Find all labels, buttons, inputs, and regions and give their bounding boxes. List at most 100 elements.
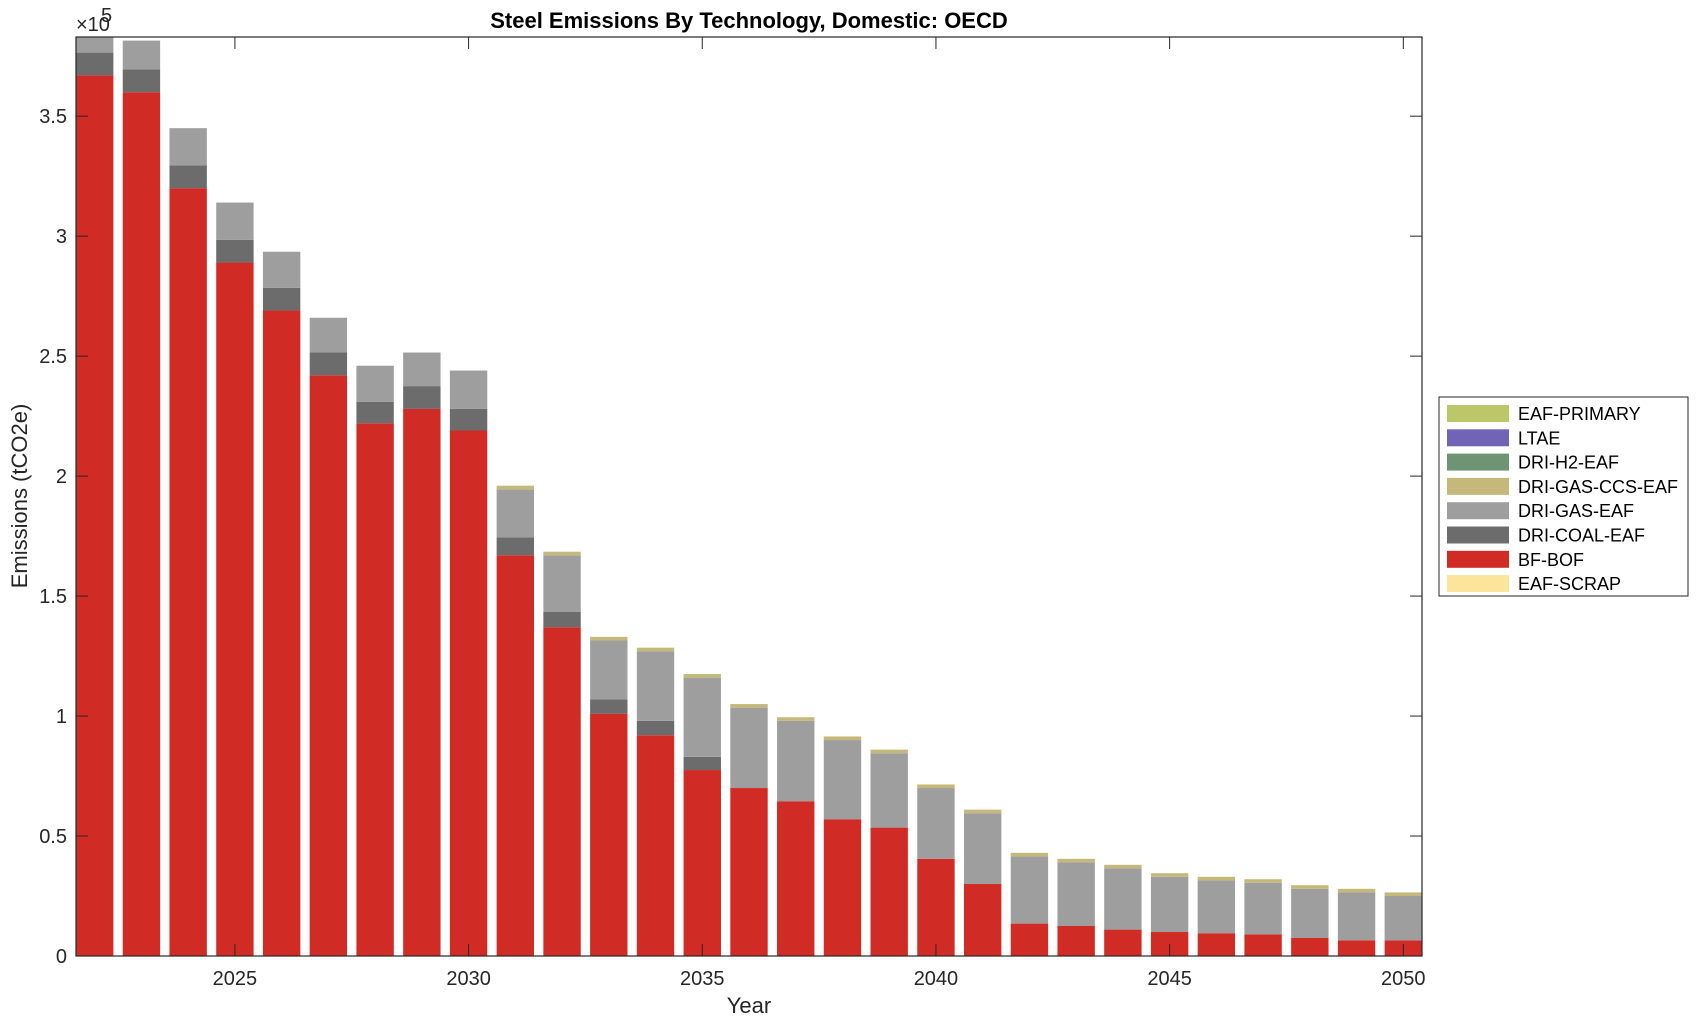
legend-label: BF-BOF: [1518, 550, 1584, 570]
plot-area: [75, 36, 1423, 957]
bar-segment-dri-gas-eaf-2032: [543, 555, 581, 612]
bar-segment-dri-gas-ccs-eaf-2048: [1291, 885, 1329, 889]
legend-item-ltae: LTAE: [1447, 428, 1560, 448]
bar-segment-dri-gas-ccs-eaf-2035: [683, 674, 721, 678]
bar-segment-bf-bof-2039: [870, 827, 908, 956]
bar-segment-dri-coal-eaf-2025: [216, 239, 254, 263]
bar-segment-dri-gas-eaf-2038: [823, 740, 862, 820]
bar-segment-bf-bof-2041: [963, 884, 1002, 956]
legend-swatch: [1447, 526, 1509, 544]
y-tick-label: 2.5: [39, 346, 67, 368]
bar-segment-bf-bof-2032: [543, 627, 581, 956]
bar-segment-dri-gas-ccs-eaf-2040: [917, 784, 955, 789]
x-tick-label: 2035: [680, 968, 725, 990]
bar-segment-dri-gas-eaf-2028: [356, 365, 394, 402]
legend-swatch: [1447, 502, 1509, 520]
bar-segment-dri-gas-eaf-2039: [870, 753, 908, 828]
bar-segment-bf-bof-2028: [356, 423, 394, 956]
y-exponent-power: 5: [101, 5, 112, 27]
bar-segment-dri-coal-eaf-2031: [496, 537, 535, 556]
bar-segment-dri-gas-eaf-2030: [449, 370, 488, 409]
legend-label: EAF-SCRAP: [1518, 574, 1621, 594]
bar-segment-bf-bof-2033: [590, 713, 628, 956]
x-tick-label: 2045: [1147, 968, 1192, 990]
bar-segment-dri-gas-ccs-eaf-2050: [1384, 892, 1422, 897]
bar-segment-dri-gas-ccs-eaf-2039: [870, 749, 908, 754]
bar-segment-dri-coal-eaf-2022: [76, 52, 114, 76]
legend-item-dri-coal-eaf: DRI-COAL-EAF: [1447, 526, 1645, 546]
x-axis-label: Year: [727, 993, 771, 1018]
legend-label: DRI-COAL-EAF: [1518, 526, 1645, 546]
bar-segment-dri-gas-eaf-2025: [216, 202, 254, 240]
y-tick-labels: 0 0.5 1 1.5 2 2.5 3 3.5: [39, 106, 67, 968]
bar-segment-dri-gas-ccs-eaf-2044: [1104, 864, 1142, 869]
bar-segment-dri-gas-eaf-2037: [777, 720, 815, 802]
bar-segment-dri-gas-ccs-eaf-2034: [636, 647, 675, 652]
bar-segment-dri-gas-ccs-eaf-2037: [777, 717, 815, 721]
legend-item-eaf-scrap: EAF-SCRAP: [1447, 574, 1621, 594]
bar-segment-bf-bof-2043: [1057, 926, 1095, 956]
bar-segment-dri-gas-eaf-2050: [1384, 896, 1422, 941]
bar-segment-dri-gas-eaf-2043: [1057, 862, 1095, 927]
bar-segment-bf-bof-2031: [496, 555, 535, 956]
bar-segment-bf-bof-2040: [917, 858, 955, 956]
bar-segment-dri-gas-eaf-2031: [496, 489, 535, 538]
bar-segment-dri-coal-eaf-2033: [590, 699, 628, 714]
bar-segment-bf-bof-2029: [403, 408, 441, 956]
legend-swatch: [1447, 575, 1509, 593]
bar-segment-dri-gas-ccs-eaf-2049: [1337, 888, 1376, 893]
legend-swatch: [1447, 477, 1509, 495]
bar-segment-dri-gas-eaf-2027: [309, 317, 348, 353]
bar-segment-dri-gas-ccs-eaf-2043: [1057, 858, 1095, 863]
legend-label: DRI-GAS-CCS-EAF: [1518, 477, 1678, 497]
y-tick-label: 1.5: [39, 586, 67, 608]
legend: EAF-PRIMARY LTAE DRI-H2-EAF DRI-GAS-CCS-EAF…: [1438, 396, 1689, 597]
bar-segment-dri-gas-eaf-2040: [917, 788, 955, 859]
legend-swatch: [1447, 550, 1509, 568]
legend-label: EAF-PRIMARY: [1518, 404, 1641, 424]
bar-segment-dri-gas-ccs-eaf-2047: [1244, 879, 1282, 883]
legend-swatch: [1447, 429, 1509, 447]
x-tick-label: 2050: [1381, 968, 1426, 990]
axis-ticks: [76, 37, 1422, 957]
bar-segment-dri-coal-eaf-2035: [683, 756, 721, 771]
bar-segment-dri-gas-eaf-2024: [169, 128, 207, 166]
bar-segment-dri-coal-eaf-2034: [636, 720, 675, 736]
bar-segment-bf-bof-2026: [262, 310, 301, 956]
bar-segment-dri-gas-eaf-2029: [403, 352, 441, 387]
bar-segment-dri-coal-eaf-2028: [356, 401, 394, 424]
bar-segment-dri-gas-ccs-eaf-2042: [1010, 852, 1049, 857]
x-tick-label: 2040: [914, 968, 959, 990]
bar-segment-bf-bof-2034: [636, 735, 675, 956]
legend-label: LTAE: [1518, 428, 1560, 448]
legend-item-dri-h2-eaf: DRI-H2-EAF: [1447, 453, 1619, 473]
bar-segment-bf-bof-2024: [169, 188, 207, 956]
y-axis-label: Emissions (tCO2e): [7, 404, 32, 589]
bar-segment-dri-coal-eaf-2024: [169, 165, 207, 189]
bar-segment-dri-gas-eaf-2046: [1197, 880, 1236, 934]
bar-segment-dri-gas-eaf-2048: [1291, 888, 1329, 938]
bar-segment-dri-gas-eaf-2034: [636, 651, 675, 721]
bar-segment-dri-gas-eaf-2049: [1337, 892, 1376, 941]
bar-segment-dri-gas-ccs-eaf-2036: [730, 704, 768, 708]
legend-item-eaf-primary: EAF-PRIMARY: [1447, 404, 1641, 424]
bar-segment-dri-gas-eaf-2047: [1244, 882, 1282, 935]
bar-segment-dri-gas-eaf-2023: [122, 40, 161, 70]
bar-segment-dri-coal-eaf-2023: [122, 69, 161, 93]
bar-segment-bf-bof-2025: [216, 262, 254, 956]
bar-segment-bf-bof-2023: [122, 92, 161, 956]
legend-swatch: [1447, 453, 1509, 471]
x-tick-label: 2025: [213, 968, 258, 990]
y-tick-label: 3.5: [39, 106, 67, 128]
bar-segment-bf-bof-2035: [683, 770, 721, 956]
x-tick-label: 2030: [446, 968, 491, 990]
legend-swatch: [1447, 405, 1509, 422]
bar-segment-dri-coal-eaf-2032: [543, 611, 581, 628]
bar-segment-dri-gas-eaf-2041: [963, 813, 1002, 885]
y-exponent-label: ×10: [76, 14, 110, 36]
bar-segment-bf-bof-2038: [823, 819, 862, 956]
bar-segment-dri-gas-eaf-2033: [590, 640, 628, 700]
bar-segment-bf-bof-2049: [1337, 940, 1376, 956]
bar-segment-bf-bof-2022: [76, 75, 114, 956]
